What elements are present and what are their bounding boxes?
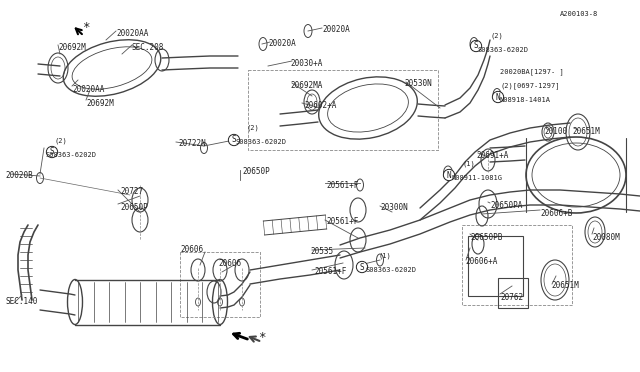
Text: 20561+F: 20561+F [326, 217, 358, 225]
Text: (2)[0697-1297]: (2)[0697-1297] [500, 83, 559, 89]
Text: 20535: 20535 [310, 247, 333, 256]
Text: 20727: 20727 [120, 186, 143, 196]
Text: 20602+A: 20602+A [304, 102, 337, 110]
Bar [462, 225, 572, 305]
Text: 20650PA: 20650PA [490, 201, 522, 209]
Text: 20606: 20606 [180, 244, 203, 253]
Text: 20606: 20606 [218, 260, 241, 269]
Text: SEC.140: SEC.140 [5, 298, 37, 307]
Bar [180, 252, 260, 317]
Text: S08363-6202D: S08363-6202D [45, 152, 96, 158]
Bar [248, 70, 438, 150]
Text: S: S [232, 135, 236, 144]
Text: *: * [258, 331, 266, 344]
Text: S: S [360, 263, 364, 272]
Text: (2): (2) [490, 33, 503, 39]
Text: S08363-6202D: S08363-6202D [236, 139, 287, 145]
Text: 20300N: 20300N [380, 203, 408, 212]
Text: 20020A: 20020A [322, 26, 349, 35]
Text: SEC.208: SEC.208 [132, 44, 164, 52]
Text: 20020AA: 20020AA [116, 29, 148, 38]
Text: N: N [496, 93, 500, 102]
Text: 20530N: 20530N [404, 80, 432, 89]
Text: 20020B: 20020B [5, 170, 33, 180]
Text: 20692MA: 20692MA [290, 81, 323, 90]
Text: (2): (2) [246, 125, 259, 131]
Text: 20100: 20100 [544, 126, 567, 135]
Text: 20606+B: 20606+B [540, 208, 572, 218]
Text: S: S [474, 42, 478, 51]
Text: (1): (1) [462, 161, 475, 167]
Text: 20650PB: 20650PB [470, 232, 502, 241]
Text: 20020BA[1297- ]: 20020BA[1297- ] [500, 68, 564, 76]
Text: 20020A: 20020A [268, 39, 296, 48]
Text: 20691+A: 20691+A [476, 151, 508, 160]
Text: N08918-1401A: N08918-1401A [500, 97, 551, 103]
Text: 20762: 20762 [500, 292, 523, 301]
Text: (2): (2) [55, 138, 68, 144]
Text: 20561+F: 20561+F [314, 266, 346, 276]
Text: 20606+A: 20606+A [465, 257, 497, 266]
Text: 20030+A: 20030+A [290, 60, 323, 68]
Text: *: * [82, 22, 90, 35]
Text: S08363-6202D: S08363-6202D [478, 47, 529, 53]
Text: N: N [447, 170, 451, 180]
Text: (1): (1) [378, 253, 391, 259]
Bar [498, 278, 528, 308]
Text: 20692M: 20692M [58, 44, 86, 52]
Text: 20651M: 20651M [572, 126, 600, 135]
Text: 20722N: 20722N [178, 140, 205, 148]
Bar [468, 236, 523, 296]
Text: 20692M: 20692M [86, 99, 114, 108]
Text: S08363-6202D: S08363-6202D [366, 267, 417, 273]
Text: N08911-1081G: N08911-1081G [452, 175, 503, 181]
Text: 20020AA: 20020AA [72, 84, 104, 93]
Text: 20080M: 20080M [592, 232, 620, 241]
Text: 20650P: 20650P [120, 202, 148, 212]
Text: 20650P: 20650P [242, 167, 269, 176]
Text: 20561+F: 20561+F [326, 180, 358, 189]
Text: 20651M: 20651M [551, 282, 579, 291]
Text: S: S [50, 148, 54, 157]
Text: A200103-8: A200103-8 [560, 11, 598, 17]
